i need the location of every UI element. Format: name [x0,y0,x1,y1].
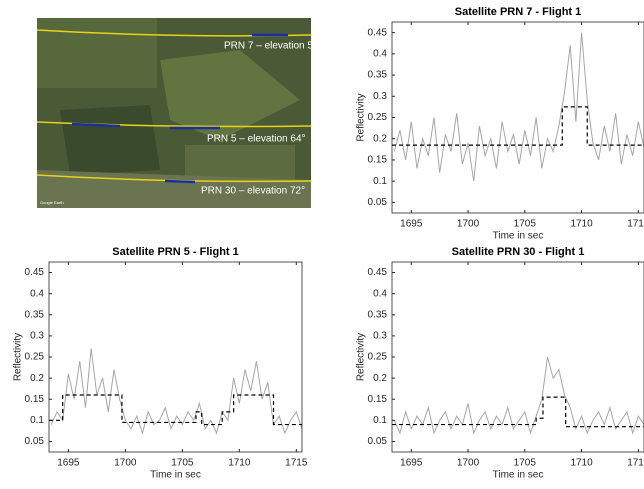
image-label: PRN 5 – elevation 64° [207,134,306,145]
x-tick-label: 1710 [570,219,593,230]
image-label: PRN 30 – elevation 72° [201,186,305,197]
y-tick-label: 0.25 [368,112,388,123]
x-tick-label: 1695 [400,458,423,469]
trees [60,105,160,175]
y-tick-label: 0.05 [368,197,388,208]
x-tick-label: 1715 [627,458,644,469]
y-tick-label: 0.05 [368,436,388,447]
field [37,18,157,88]
signal-line [50,348,302,435]
y-tick-label: 0.2 [30,373,44,384]
x-tick-label: 1715 [627,219,644,230]
x-tick-label: 1700 [457,458,480,469]
y-tick-label: 0.1 [373,176,387,187]
x-tick-label: 1705 [514,219,537,230]
axes-box [48,261,303,453]
y-tick-label: 0.15 [368,394,388,405]
y-tick-label: 0.35 [368,309,388,320]
step-line [49,394,302,426]
aerial-image: PRN 7 – elevation 59° PRN 5 – elevation … [36,18,323,208]
chart-title: Satellite PRN 5 - Flight 1 [112,246,239,258]
x-tick-label: 1695 [400,219,423,230]
field [160,50,300,140]
y-tick-label: 0.4 [373,288,387,299]
y-tick-label: 0.3 [30,331,44,342]
image-label: PRN 7 – elevation 59° [224,41,323,52]
step-line [392,396,644,428]
x-tick-label: 1710 [570,458,593,469]
y-tick-label: 0.3 [373,331,387,342]
signal-line [393,32,644,182]
plot-area [392,32,644,182]
track [36,121,312,128]
plot-area [392,356,644,435]
image-credit: Google Earth [40,200,64,205]
y-axis-label: Reflectivity [356,93,367,141]
y-tick-label: 0.4 [30,288,44,299]
x-tick-label: 1700 [457,219,480,230]
signal-line [393,356,644,435]
y-axis-label: Reflectivity [356,333,367,381]
x-tick-label: 1705 [171,458,194,469]
y-tick-label: 0.35 [368,70,388,81]
y-tick-label: 0.2 [373,373,387,384]
x-tick-label: 1705 [514,458,537,469]
x-axis-label: Time in sec [493,470,544,481]
y-tick-label: 0.4 [373,48,387,59]
plot-area [49,348,302,435]
x-tick-label: 1700 [114,458,137,469]
segment [164,179,196,184]
step-line [392,106,644,146]
x-axis-label: Time in sec [150,470,201,481]
axes-box [391,21,644,214]
chart-title: Satellite PRN 30 - Flight 1 [452,246,585,258]
x-tick-label: 1715 [285,458,308,469]
y-tick-label: 0.15 [25,394,45,405]
x-tick-label: 1695 [57,458,80,469]
field [37,170,311,208]
y-tick-label: 0.25 [368,352,388,363]
y-tick-label: 0.3 [373,91,387,102]
y-axis-label: Reflectivity [13,333,24,381]
axes-box [391,261,644,453]
y-tick-label: 0.45 [25,267,45,278]
y-tick-label: 0.45 [368,267,388,278]
y-tick-label: 0.1 [373,415,387,426]
y-tick-label: 0.45 [368,27,388,38]
segment [71,122,121,128]
y-tick-label: 0.05 [25,436,45,447]
x-axis-label: Time in sec [493,231,544,242]
y-tick-label: 0.1 [30,415,44,426]
y-tick-label: 0.35 [25,309,45,320]
y-tick-label: 0.25 [25,352,45,363]
x-tick-label: 1710 [228,458,251,469]
chart-title: Satellite PRN 7 - Flight 1 [455,6,582,18]
y-tick-label: 0.15 [368,155,388,166]
y-tick-label: 0.2 [373,133,387,144]
